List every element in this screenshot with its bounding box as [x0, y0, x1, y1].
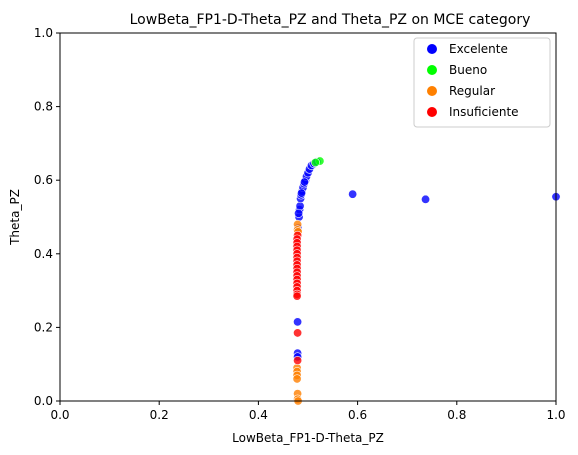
x-tick-label: 1.0: [546, 408, 565, 422]
data-point: [292, 374, 302, 384]
legend-label: Bueno: [449, 63, 487, 77]
data-point: [294, 208, 304, 218]
y-tick-label: 0.2: [34, 320, 53, 334]
legend-label: Excelente: [449, 42, 508, 56]
data-point: [310, 158, 320, 168]
y-axis: 0.0 0.2 0.4 0.6 0.8 1.0: [34, 26, 60, 408]
chart-title: LowBeta_FP1-D-Theta_PZ and Theta_PZ on M…: [130, 12, 531, 28]
data-point: [421, 194, 431, 204]
legend: Excelente Bueno Regular Insuficiente: [413, 37, 551, 128]
legend-label: Insuficiente: [449, 105, 519, 119]
y-tick-label: 0.4: [34, 247, 53, 261]
legend-marker: [427, 44, 437, 54]
y-axis-title: Theta_PZ: [8, 189, 22, 246]
data-point: [348, 189, 358, 199]
x-tick-label: 0.8: [447, 408, 466, 422]
y-tick-label: 0.6: [34, 173, 53, 187]
x-axis: 0.0 0.2 0.4 0.6 0.8 1.0: [50, 401, 566, 422]
x-axis-title: LowBeta_FP1-D-Theta_PZ: [232, 431, 384, 445]
y-tick-label: 0.0: [34, 394, 53, 408]
y-tick-label: 1.0: [34, 26, 53, 40]
x-tick-label: 0.2: [150, 408, 169, 422]
x-tick-label: 0.6: [348, 408, 367, 422]
data-point: [293, 317, 303, 327]
data-point: [300, 177, 310, 187]
data-point: [293, 328, 303, 338]
series-insuficiente: [292, 230, 303, 366]
legend-marker: [427, 86, 437, 96]
series-excelente: [293, 157, 561, 362]
plot-frame: [59, 32, 557, 402]
legend-label: Regular: [449, 84, 495, 98]
plot-area: [292, 156, 561, 406]
data-point: [297, 188, 307, 198]
data-point: [293, 356, 303, 366]
y-tick-label: 0.8: [34, 100, 53, 114]
data-point: [292, 291, 302, 301]
legend-marker: [427, 65, 437, 75]
series-bueno: [310, 156, 325, 168]
x-tick-label: 0.4: [249, 408, 268, 422]
legend-marker: [427, 107, 437, 117]
x-tick-label: 0.0: [50, 408, 69, 422]
legend-box: [413, 37, 551, 128]
